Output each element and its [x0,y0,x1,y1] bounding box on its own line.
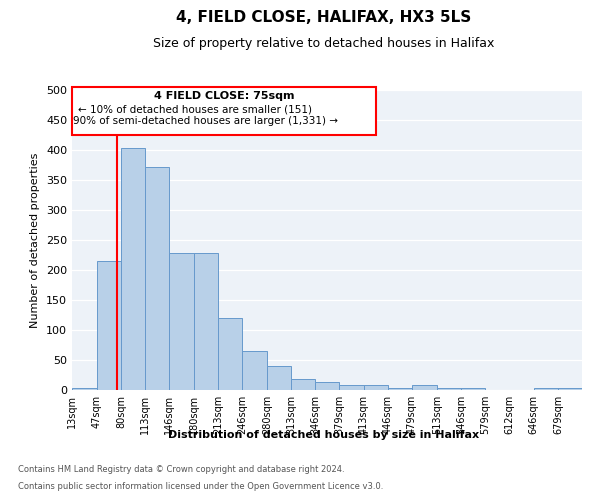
Bar [194,253,218,390]
Text: Distribution of detached houses by size in Halifax: Distribution of detached houses by size … [169,430,479,440]
Bar [437,388,461,390]
Bar [412,385,437,390]
Y-axis label: Number of detached properties: Number of detached properties [31,152,40,328]
Text: Contains public sector information licensed under the Open Government Licence v3: Contains public sector information licen… [18,482,383,491]
Text: 4 FIELD CLOSE: 75sqm: 4 FIELD CLOSE: 75sqm [154,91,295,101]
Bar [558,388,582,390]
Bar [145,167,169,390]
Bar [534,388,558,390]
Bar [461,388,485,390]
Text: ← 10% of detached houses are smaller (151): ← 10% of detached houses are smaller (15… [78,104,312,114]
Bar [339,385,364,390]
Bar [72,388,97,390]
Bar [267,366,291,390]
Text: Contains HM Land Registry data © Crown copyright and database right 2024.: Contains HM Land Registry data © Crown c… [18,466,344,474]
Bar [388,388,412,390]
Bar [169,253,194,390]
Bar [121,148,145,390]
Bar [291,379,315,390]
Bar [97,261,121,390]
Text: Size of property relative to detached houses in Halifax: Size of property relative to detached ho… [154,38,494,51]
Text: 90% of semi-detached houses are larger (1,331) →: 90% of semi-detached houses are larger (… [73,116,338,126]
Bar [218,318,242,390]
Bar [364,385,388,390]
FancyBboxPatch shape [72,87,376,135]
Bar [315,382,339,390]
Bar [242,351,267,390]
Text: 4, FIELD CLOSE, HALIFAX, HX3 5LS: 4, FIELD CLOSE, HALIFAX, HX3 5LS [176,10,472,26]
